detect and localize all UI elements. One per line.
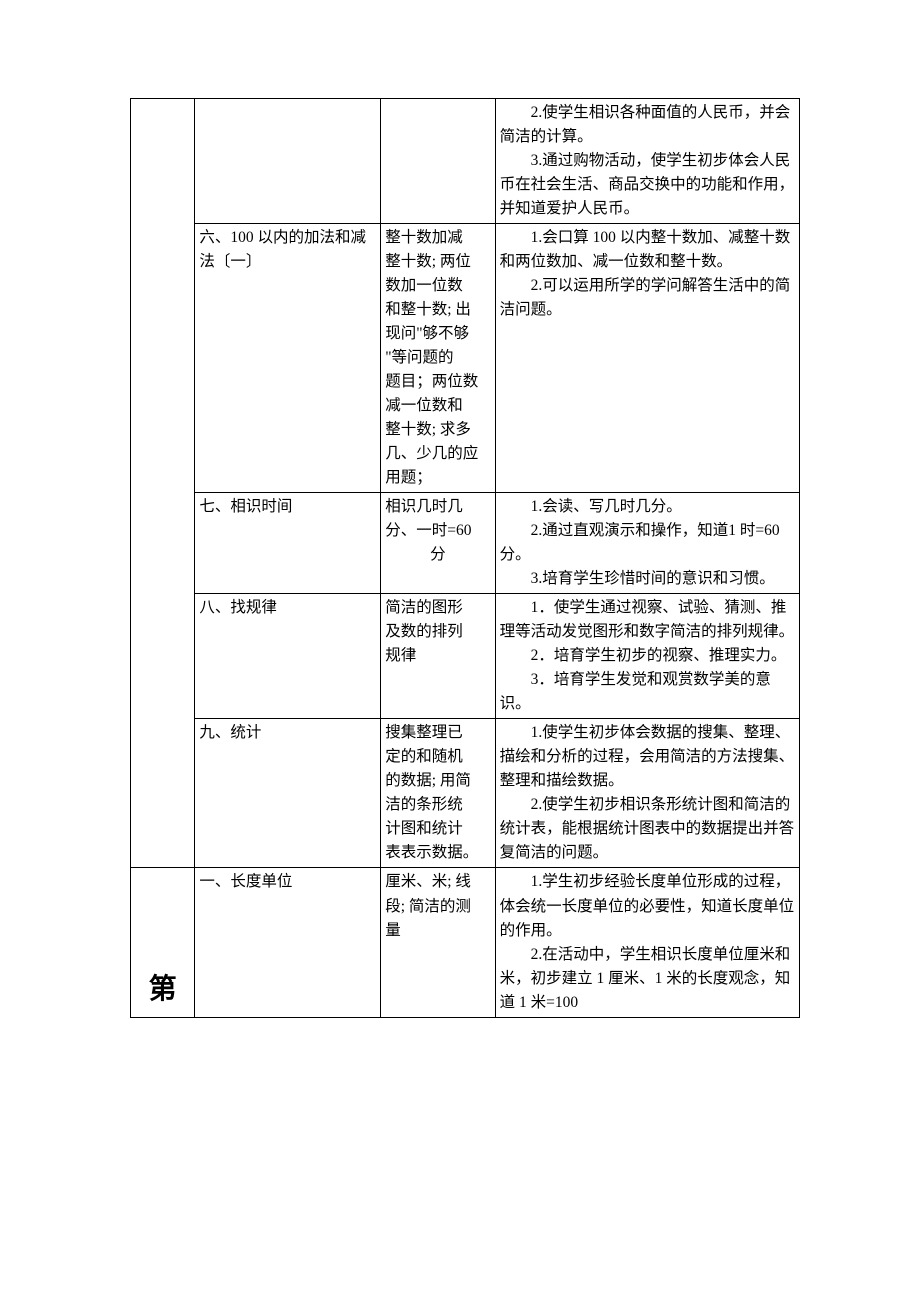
content-line: 搜集整理已	[385, 721, 490, 745]
content-cell: 搜集整理已 定的和随机 的数据; 用简 洁的条形统 计图和统计 表表示数据。	[381, 719, 495, 868]
content-line: 现问"够不够	[385, 322, 490, 346]
content-line: 计图和统计	[385, 817, 490, 841]
content-line: 简洁的图形	[385, 596, 490, 620]
content-line: 规律	[385, 644, 490, 668]
content-line: 题目；两位数	[385, 370, 490, 394]
objective-cell: 1.使学生初步体会数据的搜集、整理、描绘和分析的过程，会用简洁的方法搜集、整理和…	[495, 719, 799, 868]
content-line: 定的和随机	[385, 745, 490, 769]
objective-text: 2.可以运用所学的学问解答生活中的简洁问题。	[500, 274, 795, 322]
content-line: 和整十数; 出	[385, 298, 490, 322]
section-label-cell: 第	[131, 868, 195, 1017]
unit-title: 八、找规律	[199, 596, 376, 620]
objective-text: 2．培育学生初步的视察、推理实力。	[500, 644, 795, 668]
objective-text: 1.学生初步经验长度单位形成的过程，体会统一长度单位的必要性，知道长度单位的作用…	[500, 870, 795, 942]
unit-cell: 六、100 以内的加法和减法〔一〕	[195, 224, 381, 493]
content-line: 表表示数据。	[385, 841, 490, 865]
content-line: 分、一时=60	[385, 519, 490, 543]
unit-title: 一、长度单位	[199, 870, 376, 894]
content-line: 几、少几的应	[385, 442, 490, 466]
objective-cell: 1.会口算 100 以内整十数加、减整十数和两位数加、减一位数和整十数。 2.可…	[495, 224, 799, 493]
content-line: 整十数加减	[385, 226, 490, 250]
content-line: 的数据; 用简	[385, 769, 490, 793]
objective-cell: 1．使学生通过视察、试验、猜测、推理等活动发觉图形和数字简洁的排列规律。 2．培…	[495, 594, 799, 719]
content-line: "等问题的	[385, 346, 490, 370]
objective-text: 3.培育学生珍惜时间的意识和习惯。	[500, 567, 795, 591]
unit-cell: 一、长度单位	[195, 868, 381, 1017]
unit-cell	[195, 99, 381, 224]
section-label-cell	[131, 99, 195, 868]
unit-title: 九、统计	[199, 721, 376, 745]
content-line: 分	[385, 543, 490, 567]
table-row: 八、找规律 简洁的图形 及数的排列 规律 1．使学生通过视察、试验、猜测、推理等…	[131, 594, 800, 719]
table-row: 九、统计 搜集整理已 定的和随机 的数据; 用简 洁的条形统 计图和统计 表表示…	[131, 719, 800, 868]
objective-cell: 1.学生初步经验长度单位形成的过程，体会统一长度单位的必要性，知道长度单位的作用…	[495, 868, 799, 1017]
section-label: 第	[149, 973, 177, 1004]
table-row: 七、相识时间 相识几时几 分、一时=60 分 1.会读、写几时几分。 2.通过直…	[131, 493, 800, 594]
content-line: 用题；	[385, 466, 490, 490]
content-cell	[381, 99, 495, 224]
unit-title: 六、100 以内的加法和减法〔一〕	[199, 226, 376, 274]
objective-text: 1.会读、写几时几分。	[500, 495, 795, 519]
content-line: 洁的条形统	[385, 793, 490, 817]
objective-text: 1.会口算 100 以内整十数加、减整十数和两位数加、减一位数和整十数。	[500, 226, 795, 274]
content-line: 相识几时几	[385, 495, 490, 519]
objective-cell: 1.会读、写几时几分。 2.通过直观演示和操作，知道1 时=60 分。 3.培育…	[495, 493, 799, 594]
objective-text: 1.使学生初步体会数据的搜集、整理、描绘和分析的过程，会用简洁的方法搜集、整理和…	[500, 721, 795, 793]
table-row: 六、100 以内的加法和减法〔一〕 整十数加减 整十数; 两位 数加一位数 和整…	[131, 224, 800, 493]
content-line: 量	[385, 919, 490, 943]
unit-cell: 八、找规律	[195, 594, 381, 719]
unit-title: 七、相识时间	[199, 495, 376, 519]
content-line: 及数的排列	[385, 620, 490, 644]
unit-cell: 七、相识时间	[195, 493, 381, 594]
content-line: 数加一位数	[385, 274, 490, 298]
objective-text: 2.通过直观演示和操作，知道1 时=60 分。	[500, 519, 795, 567]
table-row: 2.使学生相识各种面值的人民币，并会简洁的计算。 3.通过购物活动，使学生初步体…	[131, 99, 800, 224]
objective-text: 3．培育学生发觉和观赏数学美的意识。	[500, 668, 795, 716]
objective-text: 3.通过购物活动，使学生初步体会人民币在社会生活、商品交换中的功能和作用，并知道…	[500, 149, 795, 221]
table-row: 第 一、长度单位 厘米、米; 线 段; 简洁的测 量 1.学生初步经验长度单位形…	[131, 868, 800, 1017]
content-line: 段; 简洁的测	[385, 895, 490, 919]
content-cell: 相识几时几 分、一时=60 分	[381, 493, 495, 594]
objective-text: 1．使学生通过视察、试验、猜测、推理等活动发觉图形和数字简洁的排列规律。	[500, 596, 795, 644]
content-cell: 整十数加减 整十数; 两位 数加一位数 和整十数; 出 现问"够不够 "等问题的…	[381, 224, 495, 493]
content-line: 厘米、米; 线	[385, 870, 490, 894]
content-line: 整十数; 求多	[385, 418, 490, 442]
objective-cell: 2.使学生相识各种面值的人民币，并会简洁的计算。 3.通过购物活动，使学生初步体…	[495, 99, 799, 224]
objective-text: 2.使学生初步相识条形统计图和简洁的统计表，能根据统计图表中的数据提出并答复简洁…	[500, 793, 795, 865]
objective-text: 2.使学生相识各种面值的人民币，并会简洁的计算。	[500, 101, 795, 149]
unit-cell: 九、统计	[195, 719, 381, 868]
document-page: 2.使学生相识各种面值的人民币，并会简洁的计算。 3.通过购物活动，使学生初步体…	[0, 0, 920, 1058]
objective-text: 2.在活动中，学生相识长度单位厘米和米，初步建立 1 厘米、1 米的长度观念，知…	[500, 943, 795, 1015]
content-line: 整十数; 两位	[385, 250, 490, 274]
content-cell: 简洁的图形 及数的排列 规律	[381, 594, 495, 719]
curriculum-table: 2.使学生相识各种面值的人民币，并会简洁的计算。 3.通过购物活动，使学生初步体…	[130, 98, 800, 1018]
content-line: 减一位数和	[385, 394, 490, 418]
content-cell: 厘米、米; 线 段; 简洁的测 量	[381, 868, 495, 1017]
